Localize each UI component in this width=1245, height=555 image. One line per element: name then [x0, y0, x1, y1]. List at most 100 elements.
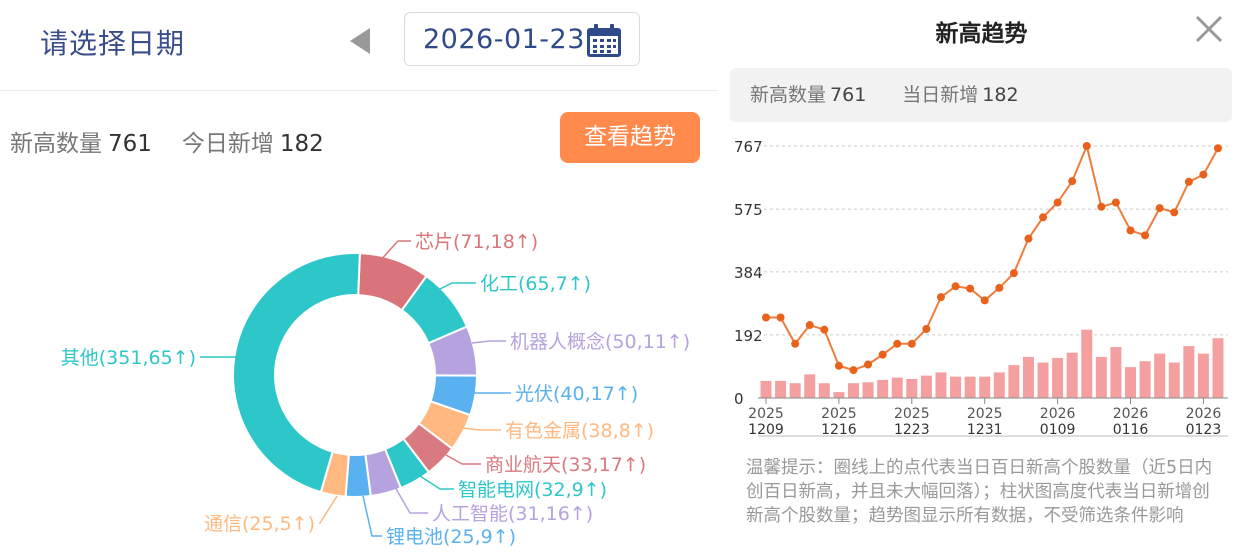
x-tick-label: 1223: [894, 422, 930, 438]
trend-point[interactable]: [1082, 142, 1091, 150]
donut-label: 通信(25,5↑): [204, 513, 315, 535]
trend-point[interactable]: [1170, 208, 1179, 217]
count-value: 761: [108, 131, 152, 157]
date-picker[interactable]: 2026-01-23: [404, 12, 640, 66]
trend-point[interactable]: [1214, 144, 1222, 153]
trend-point[interactable]: [1009, 269, 1018, 278]
trend-point[interactable]: [1111, 198, 1120, 207]
donut-label: 其他(351,65↑): [61, 347, 196, 369]
trend-point[interactable]: [762, 313, 770, 322]
tip-text: 温馨提示：圈线上的点代表当日百日新高个股数量（近5日内创百日新高，并且未大幅回落…: [746, 458, 1213, 526]
trend-point[interactable]: [1199, 170, 1208, 179]
bar[interactable]: [950, 376, 962, 398]
sector-donut-chart: 芯片(71,18↑) 化工(65,7↑) 机器人概念(50,11↑) 光伏(40,17…: [61, 231, 690, 548]
donut-segment[interactable]: [232, 252, 361, 494]
bar[interactable]: [964, 376, 976, 398]
bar[interactable]: [789, 383, 801, 398]
view-trend-button[interactable]: 查看趋势: [560, 112, 700, 163]
trend-count-value: 761: [830, 84, 867, 106]
trend-point[interactable]: [1068, 177, 1077, 186]
bar[interactable]: [935, 372, 947, 398]
bar[interactable]: [1168, 362, 1180, 398]
x-tick-label: 1216: [821, 422, 857, 438]
trend-point[interactable]: [1155, 204, 1164, 213]
trend-point[interactable]: [820, 325, 829, 334]
trend-point[interactable]: [878, 350, 887, 359]
trend-title: 新高趋势: [935, 21, 1028, 47]
trend-point[interactable]: [1184, 177, 1193, 186]
bar[interactable]: [804, 374, 816, 398]
trend-point[interactable]: [936, 293, 945, 302]
bar[interactable]: [979, 376, 991, 398]
trend-point[interactable]: [951, 282, 960, 291]
trend-point[interactable]: [776, 313, 785, 322]
bar[interactable]: [1052, 357, 1064, 398]
bar[interactable]: [833, 392, 845, 398]
bar[interactable]: [1183, 346, 1195, 398]
trend-point[interactable]: [834, 361, 843, 370]
bar[interactable]: [1197, 353, 1209, 398]
trend-point[interactable]: [907, 339, 916, 348]
stats-row: 新高数量 761 今日新增 182: [10, 124, 324, 158]
trend-point[interactable]: [1024, 234, 1033, 243]
x-tick-label: 2025: [748, 406, 784, 422]
bar[interactable]: [1095, 356, 1107, 398]
trend-point[interactable]: [805, 321, 814, 330]
trend-point[interactable]: [995, 283, 1004, 292]
bar[interactable]: [1037, 362, 1049, 398]
trend-point[interactable]: [966, 284, 975, 293]
donut-label: 智能电网(32,9↑): [458, 479, 607, 501]
trend-point[interactable]: [893, 339, 902, 348]
bar[interactable]: [775, 380, 787, 398]
bar[interactable]: [891, 377, 903, 398]
trend-point[interactable]: [1126, 226, 1135, 235]
donut-label-line: [427, 282, 476, 296]
page-title: 请选择日期: [40, 27, 186, 60]
today-label: 今日新增: [181, 131, 274, 157]
bar[interactable]: [1139, 361, 1151, 398]
trend-point[interactable]: [1039, 213, 1048, 222]
count-label: 新高数量: [10, 131, 102, 157]
x-tick-label: 0123: [1186, 422, 1222, 438]
donut-label-line: [471, 340, 506, 344]
close-icon[interactable]: [1194, 14, 1224, 44]
prev-date-icon[interactable]: [350, 28, 370, 54]
donut-label: 化工(65,7↑): [480, 273, 591, 295]
y-tick-label: 767: [734, 138, 763, 156]
bar[interactable]: [760, 380, 772, 398]
trend-point[interactable]: [1141, 231, 1150, 240]
trend-point[interactable]: [1097, 202, 1106, 211]
trend-point[interactable]: [1053, 198, 1062, 207]
bar[interactable]: [1110, 347, 1122, 398]
bar[interactable]: [847, 383, 859, 398]
trend-point[interactable]: [849, 366, 858, 375]
bar[interactable]: [877, 379, 889, 398]
trend-point[interactable]: [864, 360, 873, 369]
new-high-panel: 请选择日期 2026-01-23 新高数量 761 今日新增 182 查看趋势 芯片(…: [0, 12, 718, 548]
bar[interactable]: [862, 382, 874, 398]
donut-label-line: [319, 495, 338, 524]
bar[interactable]: [1125, 367, 1137, 398]
trend-point[interactable]: [922, 325, 931, 334]
x-tick-label: 2026: [1040, 406, 1076, 422]
bar[interactable]: [1022, 356, 1034, 398]
bar[interactable]: [1066, 352, 1078, 398]
trend-point[interactable]: [791, 339, 800, 348]
donut-label: 芯片(71,18↑): [415, 231, 538, 253]
bar[interactable]: [1212, 338, 1224, 398]
y-tick-label: 384: [734, 264, 763, 282]
trend-point[interactable]: [980, 296, 989, 305]
calendar-icon[interactable]: [585, 23, 625, 59]
bar[interactable]: [906, 378, 918, 398]
bar[interactable]: [920, 375, 932, 398]
x-tick-label: 2026: [1186, 406, 1222, 422]
bar[interactable]: [818, 383, 830, 398]
donut-label: 机器人概念(50,11↑): [510, 330, 690, 353]
bar[interactable]: [993, 372, 1005, 398]
trend-today-value: 182: [982, 84, 1019, 106]
x-tick-label: 2025: [821, 406, 857, 422]
y-tick-label: 192: [734, 327, 763, 345]
bar[interactable]: [1081, 329, 1093, 398]
bar[interactable]: [1154, 353, 1166, 398]
bar[interactable]: [1008, 365, 1020, 398]
